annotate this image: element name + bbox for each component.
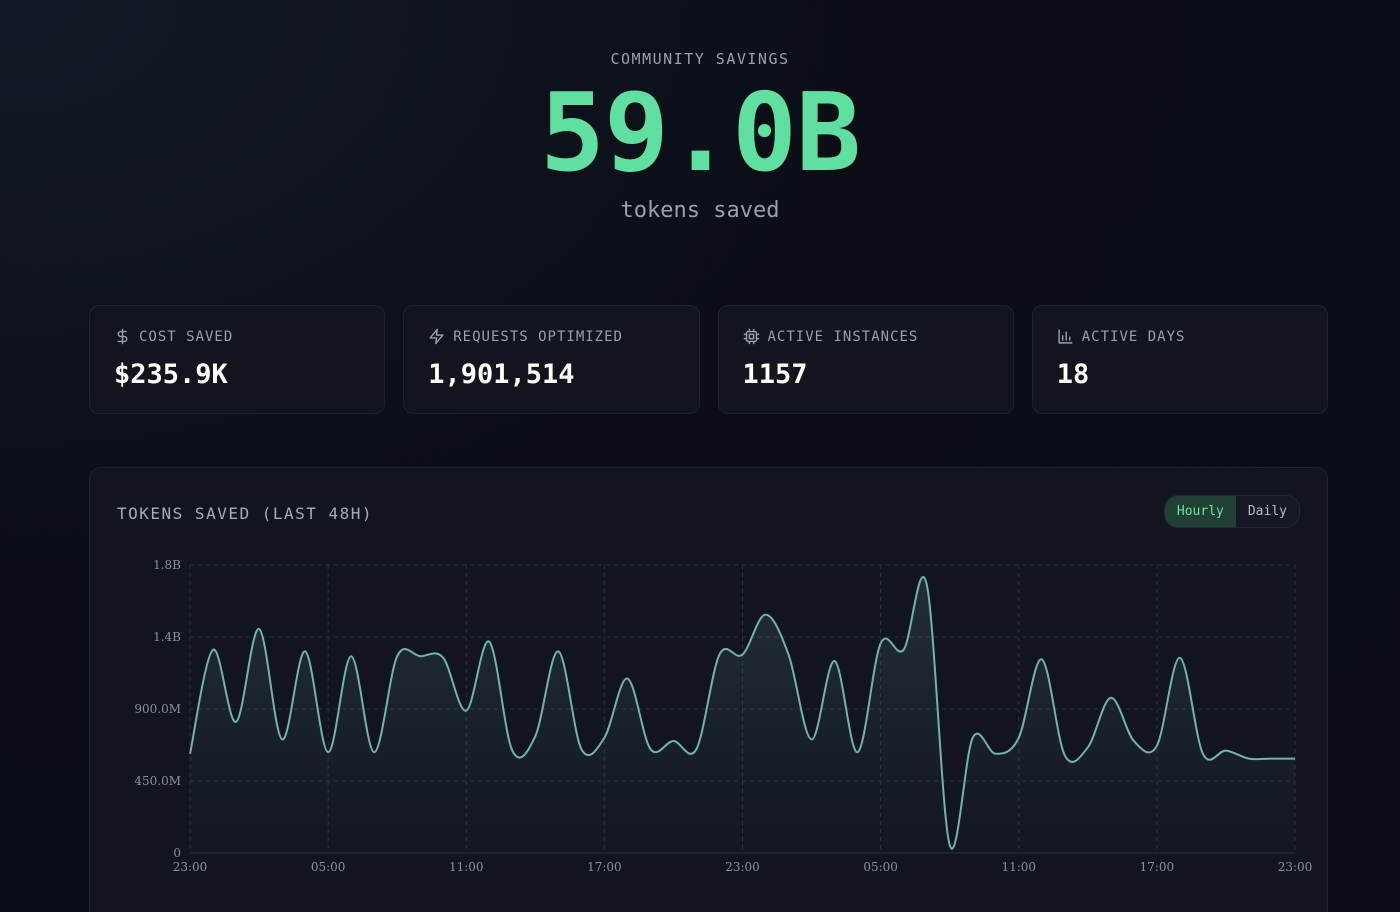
- x-tick-label: 23:00: [173, 860, 208, 874]
- stat-card-active-days: ACTIVE DAYS 18: [1031, 305, 1328, 414]
- toggle-daily[interactable]: Daily: [1247, 504, 1287, 519]
- chart-panel: TOKENS SAVED (LAST 48H) Hourly Daily 0 45…: [89, 467, 1328, 912]
- lightning-icon: [429, 328, 444, 345]
- hero-label: COMMUNITY SAVINGS: [610, 50, 790, 68]
- stat-label: COST SAVED: [139, 328, 234, 345]
- x-tick-label: 05:00: [311, 860, 346, 874]
- dollar-icon: [117, 328, 128, 345]
- interval-toggle: Hourly Daily: [1163, 495, 1300, 528]
- cpu-icon: [743, 328, 759, 345]
- toggle-hourly[interactable]: Hourly: [1164, 496, 1236, 527]
- x-tick-label: 11:00: [1001, 860, 1036, 874]
- stat-value: $235.9K: [114, 359, 228, 390]
- y-tick-label: 1.4B: [153, 630, 181, 644]
- x-tick-label: 23:00: [725, 860, 760, 874]
- stat-label: REQUESTS OPTIMIZED: [453, 328, 623, 345]
- tokens-saved-chart: 0 450.0M 900.0M 1.4B 1.8B 23:00 05:00 11:00 17:0…: [134, 558, 1313, 874]
- stat-card-requests-optimized: REQUESTS OPTIMIZED 1,901,514: [403, 305, 700, 414]
- x-tick-label: 05:00: [863, 860, 898, 874]
- hero-subtitle: tokens saved: [620, 198, 780, 223]
- y-tick-label: 900.0M: [134, 702, 181, 716]
- x-tick-label: 11:00: [449, 860, 484, 874]
- x-tick-label: 17:00: [587, 860, 622, 874]
- stat-label: ACTIVE DAYS: [1081, 328, 1186, 345]
- stat-cards: COST SAVED $235.9K REQUESTS OPTIMIZED 1,…: [89, 305, 1328, 414]
- x-tick-label: 17:00: [1140, 860, 1175, 874]
- x-tick-label: 23:00: [1278, 860, 1313, 874]
- hero-value: 59.0B: [539, 71, 861, 196]
- y-tick-label: 0: [173, 846, 181, 860]
- stat-card-active-instances: ACTIVE INSTANCES 1157: [717, 305, 1014, 414]
- y-tick-label: 1.8B: [153, 558, 181, 572]
- series-line: [189, 576, 1295, 850]
- series-area-fill: [190, 577, 1295, 853]
- stat-card-cost-saved: COST SAVED $235.9K: [89, 305, 386, 414]
- hero: COMMUNITY SAVINGS 59.0B tokens saved: [0, 50, 1400, 223]
- chart-title: TOKENS SAVED (LAST 48H): [117, 504, 374, 523]
- y-tick-label: 450.0M: [134, 774, 181, 788]
- stat-label: ACTIVE INSTANCES: [767, 328, 919, 345]
- bar-chart-icon: [1058, 329, 1073, 344]
- stat-value: 1157: [742, 359, 808, 390]
- stat-value: 18: [1056, 359, 1090, 390]
- stat-value: 1,901,514: [428, 359, 575, 390]
